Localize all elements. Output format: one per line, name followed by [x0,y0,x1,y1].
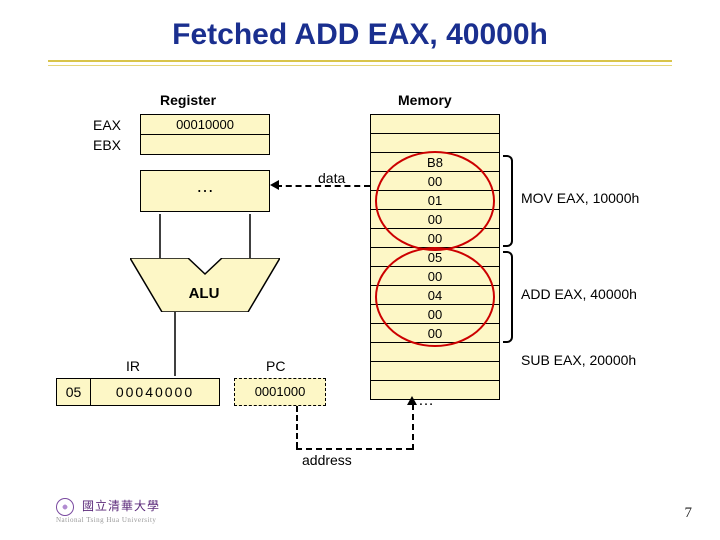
memory-cell-4: 01 [371,191,500,210]
addr-bus-h [296,448,412,450]
memory-cell-13 [371,362,500,381]
ir-opcode: 05 [57,379,91,405]
data-bus-arrow [270,180,279,190]
memory-cell-1 [371,134,500,153]
crest-icon [56,498,74,516]
memory-cell-6: 00 [371,229,500,248]
alu-to-ir-wire [160,312,190,378]
register-name-eax: EAX [93,115,121,135]
memory-header: Memory [398,92,452,108]
register-table: 00010000 [140,114,270,155]
data-bus-h [276,185,370,187]
memory-cell-9: 04 [371,286,500,305]
register-name-ebx: EBX [93,135,121,155]
slide-number: 7 [685,505,693,522]
addr-bus-arrow [407,396,417,405]
university-logo: 國立清華大學 National Tsing Hua University [56,497,160,524]
memory-cell-5: 00 [371,210,500,229]
register-header: Register [160,92,216,108]
addr-bus-v1 [296,406,298,448]
ir-box: 05 00040000 [56,378,220,406]
memory-table: B8 00 01 00 00 05 00 04 00 00 [370,114,500,400]
memory-cell-2: B8 [371,153,500,172]
slide-title: Fetched ADD EAX, 40000h [0,0,720,52]
register-name-list: EAX EBX [93,115,121,155]
annot-add: ADD EAX, 40000h [521,286,637,302]
memory-cell-8: 00 [371,267,500,286]
pc-label: PC [266,358,285,374]
data-bus-label: data [318,170,345,186]
annot-sub: SUB EAX, 20000h [521,352,636,368]
register-cell-eax: 00010000 [141,115,270,135]
address-bus-label: address [302,452,352,468]
memory-cell-12 [371,343,500,362]
memory-cell-14 [371,381,500,400]
university-name-en: National Tsing Hua University [56,516,160,524]
alu-label: ALU [149,285,259,302]
register-ellipsis: … [140,170,270,212]
ir-operand: 00040000 [91,379,219,405]
memory-cell-7: 05 [371,248,500,267]
university-name-zh: 國立清華大學 [82,499,160,513]
pc-box: 0001000 [234,378,326,406]
title-rule-2 [48,65,672,66]
register-to-alu-wires [130,210,280,262]
memory-cell-3: 00 [371,172,500,191]
memory-cell-10: 00 [371,305,500,324]
memory-cell-0 [371,115,500,134]
register-cell-ebx [141,135,270,155]
ir-label: IR [126,358,140,374]
bracket-add [503,251,513,343]
memory-cell-11: 00 [371,324,500,343]
annot-mov: MOV EAX, 10000h [521,190,639,206]
memory-ellipsis: … [418,392,434,410]
title-rule-1 [48,60,672,62]
bracket-mov [503,155,513,247]
addr-bus-v2 [412,404,414,450]
